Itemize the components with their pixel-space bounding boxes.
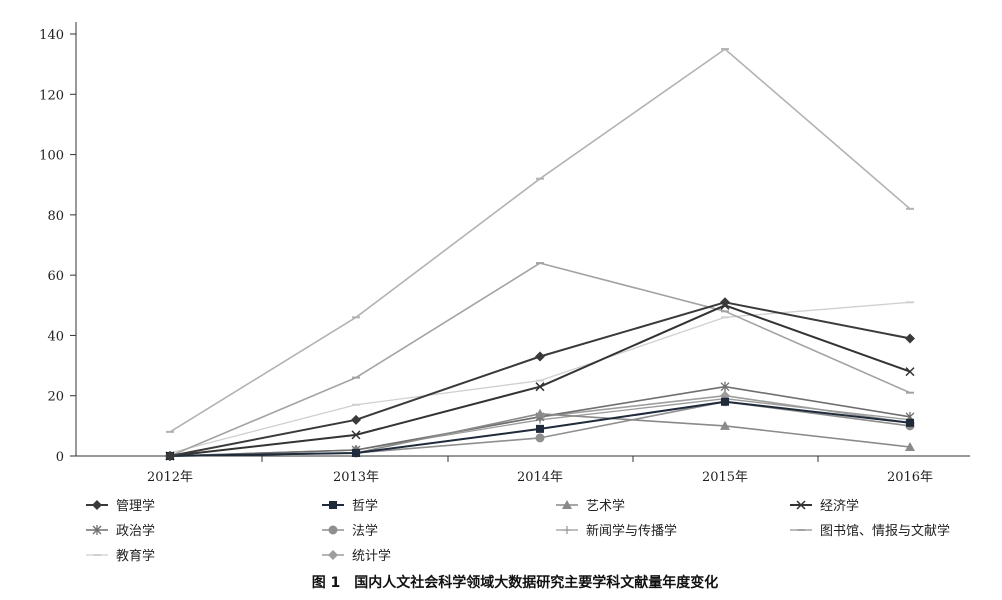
legend-item: 统计学 <box>322 548 391 564</box>
data-point <box>905 333 915 344</box>
legend-item: 经济学 <box>790 498 859 514</box>
x-tick-label: 2015年 <box>702 470 748 485</box>
data-point <box>906 418 914 427</box>
data-point <box>536 424 544 433</box>
legend-marker <box>328 550 338 560</box>
legend-item: 管理学 <box>86 498 155 514</box>
data-point <box>535 382 545 392</box>
y-tick-label: 20 <box>47 390 64 405</box>
legend-item: 哲学 <box>322 498 378 514</box>
data-point <box>165 451 175 461</box>
series-line <box>169 301 911 457</box>
legend-item: 教育学 <box>86 548 155 564</box>
figure-caption: 图 1 国内人文社会科学领域大数据研究主要学科文献量年度变化 <box>312 574 719 591</box>
legend-label: 教育学 <box>116 548 155 564</box>
data-point <box>721 397 729 406</box>
data-point <box>720 381 730 392</box>
series-0 <box>165 297 915 461</box>
y-tick-label: 100 <box>39 149 64 164</box>
legend-label: 法学 <box>352 523 378 539</box>
series-7 <box>166 262 914 457</box>
series-line <box>169 48 911 433</box>
legend-label: 新闻学与传播学 <box>586 523 677 539</box>
y-tick-label: 80 <box>47 209 64 224</box>
data-point <box>905 367 915 377</box>
legend-label: 经济学 <box>820 498 859 514</box>
x-ticks: 2012年 2013年 2014年 2015年 2016年 <box>147 456 933 485</box>
legend-marker <box>562 500 572 509</box>
x-tick-label: 2016年 <box>887 470 933 485</box>
legend-label: 管理学 <box>116 498 155 514</box>
data-point <box>351 414 361 425</box>
legend-marker <box>563 526 571 534</box>
y-tick-label: 60 <box>47 269 64 284</box>
legend-marker <box>92 525 102 535</box>
data-point <box>535 408 545 418</box>
data-point <box>351 430 361 440</box>
x-tick-label: 2012年 <box>147 470 193 485</box>
legend-marker <box>328 525 338 535</box>
x-tick-label: 2013年 <box>333 470 379 485</box>
y-ticks: 0 20 40 60 80 100 120 140 <box>39 28 76 465</box>
legend-item: 图书馆、情报与文献学 <box>790 523 950 539</box>
legend-item: 法学 <box>322 523 378 539</box>
y-tick-label: 120 <box>39 88 64 103</box>
legend-label: 图书馆、情报与文献学 <box>820 523 950 539</box>
legend-marker <box>329 501 337 509</box>
data-point <box>352 448 360 457</box>
data-point <box>535 433 545 443</box>
x-tick-label: 2014年 <box>517 470 563 485</box>
series-layer <box>165 48 915 461</box>
legend-item: 政治学 <box>86 523 155 539</box>
legend-label: 哲学 <box>352 498 378 514</box>
y-tick-label: 40 <box>47 329 64 344</box>
legend-marker <box>92 500 102 510</box>
series-10 <box>166 48 914 433</box>
legend-item: 艺术学 <box>556 498 625 514</box>
y-tick-label: 140 <box>39 28 64 43</box>
legend-label: 艺术学 <box>586 498 625 514</box>
legend-label: 政治学 <box>116 523 155 539</box>
legend-item: 新闻学与传播学 <box>556 523 677 539</box>
legend-label: 统计学 <box>352 548 391 564</box>
legend-marker <box>796 500 806 510</box>
data-point <box>905 441 915 451</box>
y-tick-label: 0 <box>56 450 64 465</box>
data-point <box>720 297 730 308</box>
series-4 <box>165 381 915 461</box>
data-point <box>535 351 545 362</box>
data-point <box>720 420 730 430</box>
